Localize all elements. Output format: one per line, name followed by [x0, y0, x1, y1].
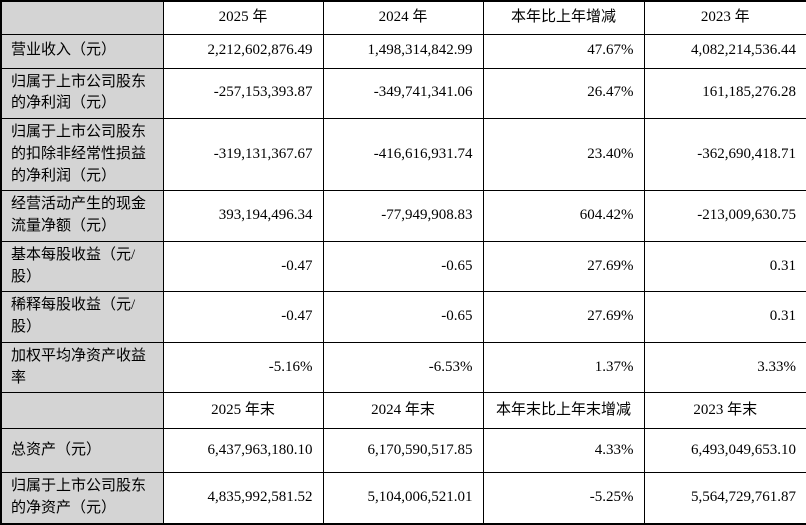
- value-cell: 1.37%: [482, 341, 645, 394]
- value-cell: 1,498,314,842.99: [322, 33, 484, 69]
- column-header: 本年比上年增减: [482, 0, 645, 35]
- value-cell: -362,690,418.71: [643, 117, 806, 192]
- value-cell: -5.16%: [162, 341, 324, 394]
- column-header: 2025 年末: [162, 392, 324, 430]
- table-row: 归属于上市公司股东的净利润（元） -257,153,393.87 -349,741,…: [0, 67, 806, 119]
- value-cell: 4,082,214,536.44: [643, 33, 806, 69]
- value-cell: -0.65: [322, 240, 484, 293]
- value-cell: -213,009,630.75: [643, 190, 806, 242]
- table-row: 归属于上市公司股东的扣除非经常性损益的净利润（元） -319,131,367.67…: [0, 117, 806, 192]
- value-cell: 47.67%: [482, 33, 645, 69]
- value-cell: 604.42%: [482, 190, 645, 242]
- value-cell: -77,949,908.83: [322, 190, 484, 242]
- table-row: 基本每股收益（元/股） -0.47 -0.65 27.69% 0.31: [0, 240, 806, 293]
- value-cell: 4.33%: [482, 428, 645, 474]
- value-cell: 27.69%: [482, 291, 645, 343]
- table-row: 总资产（元） 6,437,963,180.10 6,170,590,517.85 4.…: [0, 428, 806, 474]
- row-label: 基本每股收益（元/股）: [0, 240, 164, 293]
- value-cell: 26.47%: [482, 67, 645, 119]
- value-cell: 393,194,496.34: [162, 190, 324, 242]
- value-cell: -319,131,367.67: [162, 117, 324, 192]
- value-cell: -5.25%: [482, 472, 645, 525]
- corner-cell: [0, 0, 164, 35]
- value-cell: -257,153,393.87: [162, 67, 324, 119]
- column-header: 2023 年: [643, 0, 806, 35]
- value-cell: 0.31: [643, 240, 806, 293]
- table-row: 归属于上市公司股东的净资产（元） 4,835,992,581.52 5,104,00…: [0, 472, 806, 525]
- value-cell: 161,185,276.28: [643, 67, 806, 119]
- header-row: 2025 年 2024 年本年比上年增减 2023 年: [0, 0, 806, 35]
- value-cell: 27.69%: [482, 240, 645, 293]
- table-row: 经营活动产生的现金流量净额（元） 393,194,496.34 -77,949,90…: [0, 190, 806, 242]
- value-cell: 2,212,602,876.49: [162, 33, 324, 69]
- row-label: 归属于上市公司股东的扣除非经常性损益的净利润（元）: [0, 117, 164, 192]
- value-cell: -416,616,931.74: [322, 117, 484, 192]
- row-label: 稀释每股收益（元/股）: [0, 291, 164, 343]
- column-header: 2024 年: [322, 0, 484, 35]
- value-cell: -0.65: [322, 291, 484, 343]
- value-cell: 6,493,049,653.10: [643, 428, 806, 474]
- table-row: 营业收入（元） 2,212,602,876.49 1,498,314,842.99 4…: [0, 33, 806, 69]
- row-label: 归属于上市公司股东的净利润（元）: [0, 67, 164, 119]
- value-cell: 5,104,006,521.01: [322, 472, 484, 525]
- value-cell: 23.40%: [482, 117, 645, 192]
- value-cell: -349,741,341.06: [322, 67, 484, 119]
- row-label: 经营活动产生的现金流量净额（元）: [0, 190, 164, 242]
- column-header: 2025 年: [162, 0, 324, 35]
- value-cell: 4,835,992,581.52: [162, 472, 324, 525]
- row-label: 总资产（元）: [0, 428, 164, 474]
- header-row: 2025 年末 2024 年末 本年末比上年末增减 2023 年末: [0, 392, 806, 430]
- value-cell: -0.47: [162, 240, 324, 293]
- table-row: 稀释每股收益（元/股） -0.47 -0.65 27.69% 0.31: [0, 291, 806, 343]
- corner-cell: [0, 392, 164, 430]
- value-cell: -6.53%: [322, 341, 484, 394]
- value-cell: 6,170,590,517.85: [322, 428, 484, 474]
- row-label: 营业收入（元）: [0, 33, 164, 69]
- row-label: 加权平均净资产收益率: [0, 341, 164, 394]
- column-header: 本年末比上年末增减: [482, 392, 645, 430]
- value-cell: -0.47: [162, 291, 324, 343]
- row-label: 归属于上市公司股东的净资产（元）: [0, 472, 164, 525]
- value-cell: 0.31: [643, 291, 806, 343]
- column-header: 2023 年末: [643, 392, 806, 430]
- value-cell: 6,437,963,180.10: [162, 428, 324, 474]
- value-cell: 3.33%: [643, 341, 806, 394]
- value-cell: 5,564,729,761.87: [643, 472, 806, 525]
- column-header: 2024 年末: [322, 392, 484, 430]
- table-row: 加权平均净资产收益率 -5.16% -6.53% 1.37% 3.33%: [0, 341, 806, 394]
